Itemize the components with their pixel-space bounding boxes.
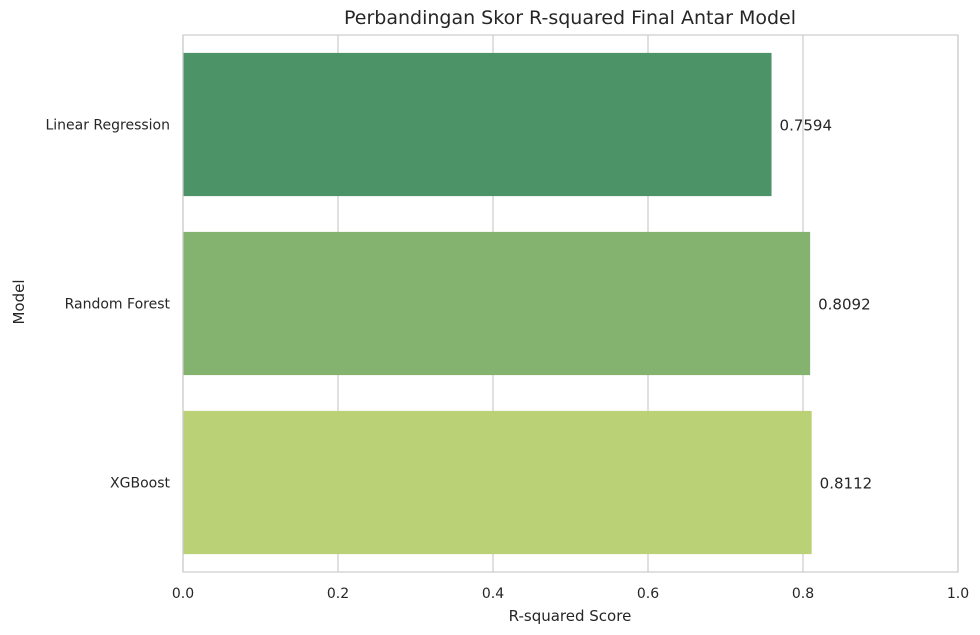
plot-frame [182, 34, 959, 573]
x-tick-label: 0.6 [637, 586, 659, 602]
bar [183, 231, 811, 376]
x-axis-label: R-squared Score [509, 607, 632, 625]
x-tick-label: 0.2 [327, 586, 349, 602]
x-tick-label: 0.8 [792, 586, 814, 602]
category-labels: Linear Regression Random Forest XGBoost [45, 118, 170, 492]
y-axis-label: Model [10, 279, 28, 324]
chart-title: Perbandingan Skor R-squared Final Antar … [344, 7, 796, 29]
category-label: XGBoost [110, 476, 170, 492]
bar [183, 52, 772, 197]
category-label: Random Forest [65, 297, 171, 313]
data-labels: 0.7594 0.8092 0.8112 [780, 117, 873, 493]
category-label: Linear Regression [45, 118, 170, 134]
data-label: 0.8092 [818, 296, 871, 314]
x-tick-labels: 0.0 0.2 0.4 0.6 0.8 1.0 [172, 586, 969, 602]
x-tick-label: 0.0 [172, 586, 194, 602]
bars [183, 52, 812, 555]
data-label: 0.7594 [780, 117, 833, 135]
x-tick-label: 1.0 [947, 586, 969, 602]
bar [183, 410, 812, 555]
x-tick-label: 0.4 [482, 586, 504, 602]
data-label: 0.8112 [820, 475, 873, 493]
